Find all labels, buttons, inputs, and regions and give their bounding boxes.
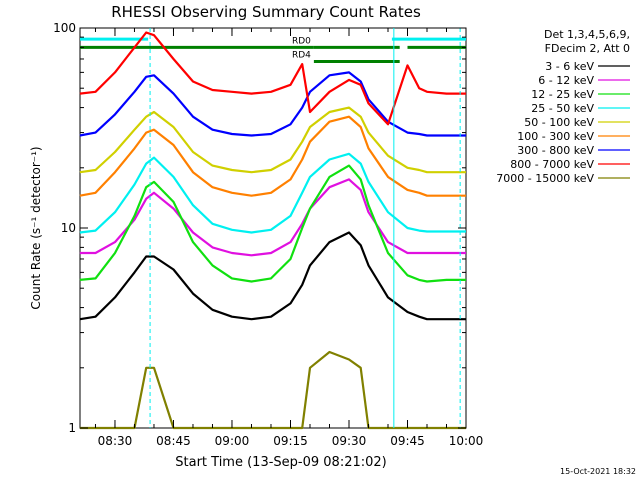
series-line	[79, 152, 466, 234]
status-bar-label: RD0	[292, 36, 311, 46]
legend-label: 6 - 12 keV	[538, 74, 594, 87]
legend-label: 25 - 50 keV	[531, 102, 594, 115]
y-axis-label: Count Rate (s⁻¹ detector⁻¹)	[29, 146, 43, 309]
series-lines	[79, 31, 466, 430]
legend-title-line: FDecim 2, Att 0	[545, 42, 630, 55]
x-tick-label: 09:30	[332, 434, 367, 448]
legend-label: 3 - 6 keV	[545, 60, 594, 73]
x-axis-ticks: 08:30 08:45 09:00 09:15 09:30 09:45 10:00	[94, 28, 484, 448]
x-tick-label: 08:45	[156, 434, 191, 448]
series-line	[79, 115, 466, 197]
y-tick-label: 1	[68, 421, 76, 435]
status-bar-label: RD4	[292, 50, 311, 60]
x-tick-label: 10:00	[449, 434, 484, 448]
legend-label: 300 - 800 keV	[517, 144, 594, 157]
x-tick-label: 09:00	[215, 434, 250, 448]
series-line	[79, 350, 466, 430]
y-tick-label: 100	[53, 21, 76, 35]
series-line	[79, 31, 466, 126]
x-axis-label: Start Time (13-Sep-09 08:21:02)	[175, 455, 386, 470]
series-line	[79, 231, 466, 321]
legend-label: 50 - 100 keV	[524, 116, 594, 129]
legend-label: 100 - 300 keV	[517, 130, 594, 143]
legend: Det 1,3,4,5,6,9,FDecim 2, Att 0 3 - 6 keV…	[496, 28, 630, 185]
x-tick-label: 09:45	[390, 434, 425, 448]
x-tick-label: 09:15	[273, 434, 308, 448]
series-line	[79, 71, 466, 137]
y-tick-label: 10	[61, 221, 76, 235]
legend-title-line: Det 1,3,4,5,6,9,	[544, 28, 630, 41]
legend-label: 12 - 25 keV	[531, 88, 594, 101]
legend-label: 800 - 7000 keV	[510, 158, 594, 171]
y-axis-ticks: 1 10 100	[53, 21, 466, 435]
series-line	[79, 178, 466, 257]
chart-title: RHESSI Observing Summary Count Rates	[111, 3, 421, 21]
footer-timestamp: 15-Oct-2021 18:32	[560, 467, 636, 476]
x-tick-label: 08:30	[98, 434, 133, 448]
series-line	[79, 164, 466, 283]
legend-label: 7000 - 15000 keV	[496, 172, 594, 185]
series-line	[79, 106, 466, 174]
